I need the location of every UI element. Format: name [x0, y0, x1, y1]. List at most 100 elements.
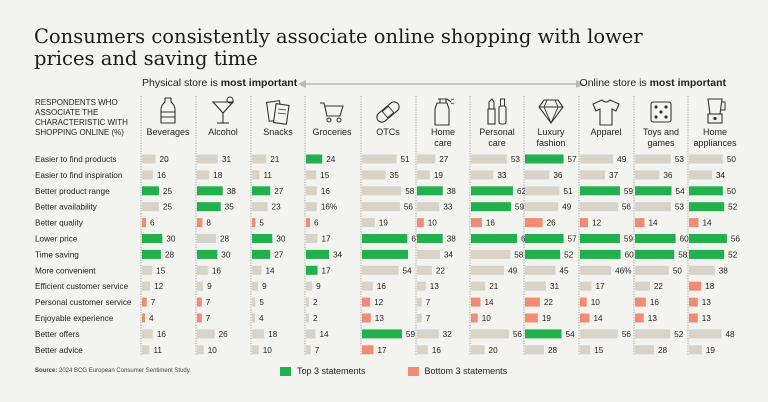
- cell-bar: [197, 265, 208, 275]
- cell-bar: [471, 170, 494, 180]
- cell-bar: [525, 186, 560, 196]
- cell-value: 22: [544, 298, 554, 307]
- row-label: Personal customer service: [35, 298, 132, 307]
- cell-bar: [471, 202, 511, 212]
- cell-bar: [197, 202, 221, 212]
- cell-bar: [635, 281, 650, 291]
- cell-value: 13: [648, 314, 658, 323]
- cell-bar: [252, 154, 267, 164]
- cell-bar: [197, 313, 202, 323]
- cell-bar: [362, 313, 371, 323]
- cell-value: 49: [508, 266, 518, 275]
- cell-value: 34: [333, 250, 343, 259]
- cell-bar: [580, 313, 590, 323]
- cell-bar: [142, 154, 156, 164]
- cell-bar: [197, 281, 204, 291]
- cell-bar: [362, 265, 399, 275]
- row-label: Easier to find products: [35, 155, 116, 164]
- cell-value: 2: [313, 314, 318, 323]
- cell-value: 15: [156, 266, 166, 275]
- cell-value: 7: [426, 314, 431, 323]
- cell-bar: [306, 186, 317, 196]
- column-header-line: Home: [431, 127, 455, 137]
- cell-bar: [197, 249, 218, 259]
- cell-bar: [471, 186, 513, 196]
- column-header-line: OTCs: [376, 127, 400, 137]
- row-label: Lower price: [35, 235, 78, 244]
- column-header: Home care: [431, 127, 455, 148]
- cell-bar: [689, 234, 727, 243]
- cell-value: 18: [213, 171, 223, 180]
- cell-value: 34: [444, 250, 454, 259]
- cell-value: 16: [321, 187, 331, 196]
- cell-value: 56: [404, 203, 414, 212]
- cell-value: 28: [165, 250, 175, 259]
- cell-bar: [525, 170, 550, 180]
- cell-bar: [417, 249, 440, 259]
- cell-bar: [197, 218, 203, 228]
- row-label: More convenient: [35, 266, 96, 275]
- cell-value: 60: [680, 235, 690, 244]
- cell-bar: [471, 345, 485, 355]
- column-header-line: games: [647, 138, 675, 148]
- cell-bar: [142, 281, 151, 291]
- cell-bar: [252, 281, 259, 291]
- cell-value: 56: [622, 330, 632, 339]
- cell-bar: [306, 234, 318, 243]
- cell-bar: [252, 265, 262, 275]
- cell-bar: [252, 170, 260, 180]
- cell-bar: [362, 202, 400, 212]
- source-label: Source:: [35, 368, 58, 374]
- cell-value: 48: [725, 330, 735, 339]
- cell-bar: [362, 170, 386, 180]
- cell-value: 11: [263, 171, 272, 180]
- column-header-line: Home: [703, 127, 727, 137]
- row-label: Better advice: [35, 346, 83, 355]
- cell-value: 22: [436, 266, 446, 275]
- shopping-cart-icon: [320, 102, 344, 123]
- cell-bar: [197, 345, 204, 355]
- cell-bar: [689, 265, 715, 275]
- row-label: Better quality: [35, 219, 84, 228]
- cell-bar: [417, 265, 432, 275]
- cell-value: 37: [609, 171, 619, 180]
- cell-value: 14: [593, 314, 603, 323]
- cell-value: 19: [379, 219, 389, 228]
- cell-bar: [142, 218, 147, 228]
- double-arrow-icon: [298, 80, 584, 88]
- cell-bar: [306, 313, 309, 323]
- t-shirt-icon: [592, 99, 620, 126]
- cell-bar: [306, 154, 323, 164]
- cell-value: 13: [702, 314, 712, 323]
- cell-value: 23: [272, 203, 282, 212]
- cell-value: 16: [377, 282, 387, 291]
- column-header-line: Snacks: [263, 127, 293, 137]
- cell-bar: [306, 265, 318, 275]
- column-header: Personal care: [479, 127, 515, 148]
- cell-value: 14: [265, 266, 275, 275]
- cell-value: 16: [212, 266, 222, 275]
- cell-value: 16: [432, 346, 442, 355]
- cell-bar: [635, 329, 671, 339]
- cell-value: 57: [568, 155, 578, 164]
- cell-value: 31: [222, 155, 232, 164]
- cell-bar: [580, 186, 620, 196]
- cell-bar: [417, 186, 443, 196]
- column-header: Home appliances: [693, 127, 737, 148]
- cell-value: 60: [625, 250, 635, 259]
- cell-bar: [525, 313, 538, 323]
- cell-bar: [306, 297, 309, 307]
- cell-bar: [635, 265, 669, 275]
- cell-bar: [525, 329, 562, 339]
- legend-swatch-top: [280, 366, 291, 376]
- cell-value: 56: [622, 203, 632, 212]
- cell-bar: [689, 329, 722, 339]
- legend-item-bottom: Bottom 3 statements: [407, 366, 507, 376]
- cell-value: 59: [406, 330, 416, 339]
- cell-bar: [689, 186, 723, 196]
- cell-bar: [362, 186, 402, 196]
- cell-value: 14: [484, 298, 494, 307]
- cell-value: 30: [221, 250, 231, 259]
- cell-value: 38: [447, 187, 457, 196]
